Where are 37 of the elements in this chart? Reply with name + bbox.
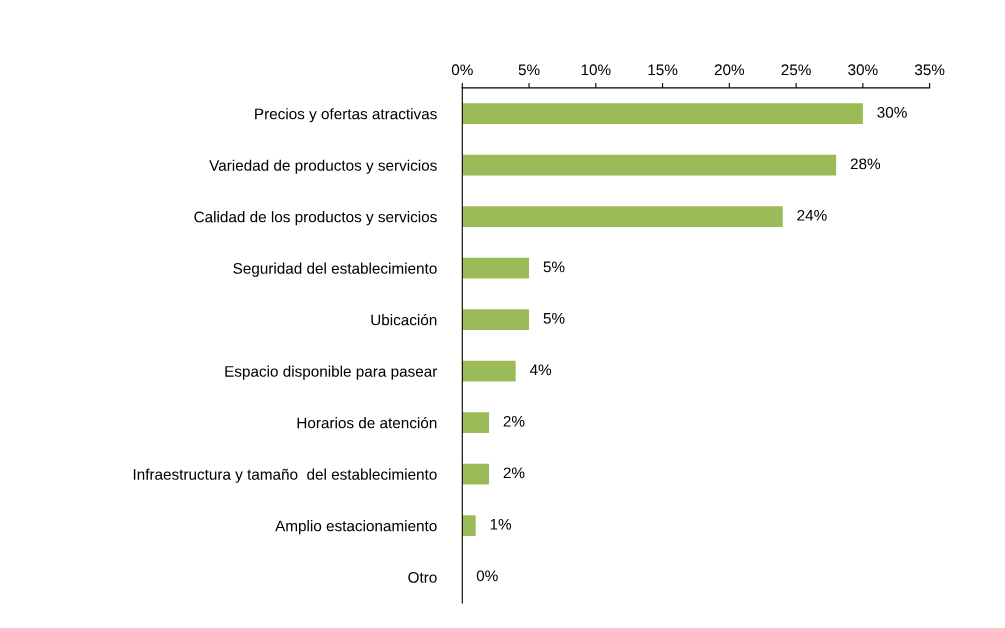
data-label: 0% xyxy=(476,570,498,582)
data-label: 5% xyxy=(543,261,565,273)
bar xyxy=(462,360,516,382)
y-tick-label: Precios y ofertas atractivas xyxy=(255,108,437,123)
bar xyxy=(462,257,530,279)
x-tick-label: 10% xyxy=(581,64,611,76)
x-tick-label: 5% xyxy=(518,64,540,76)
bar xyxy=(462,463,489,485)
y-tick-label: Seguridad del establecimiento xyxy=(233,262,437,277)
x-tick-label: 35% xyxy=(914,64,945,76)
y-tick-label: Espacio disponible para pasear xyxy=(225,365,438,380)
y-tick-label: Infraestructura y tamaño del establecimiento xyxy=(133,468,437,483)
y-tick-label: Otro xyxy=(408,572,437,583)
y-tick-label: Horarios de atención xyxy=(297,416,437,429)
data-label: 2% xyxy=(503,467,525,479)
y-tick-label: Variedad de productos y servicios xyxy=(209,159,437,174)
y-tick-label: Calidad de los productos y servicios xyxy=(194,211,437,226)
bar xyxy=(462,309,530,330)
bar xyxy=(462,515,476,536)
x-tick-label: 30% xyxy=(848,64,878,76)
bar xyxy=(462,154,837,176)
bar xyxy=(462,206,783,227)
data-label: 30% xyxy=(877,106,907,118)
bar xyxy=(462,103,863,124)
y-tick-label: Amplio estacionamiento xyxy=(275,520,437,535)
x-tick-label: 20% xyxy=(714,64,745,76)
y-tick-label: Ubicación xyxy=(371,313,437,326)
x-tick-label: 0% xyxy=(451,64,473,76)
data-label: 28% xyxy=(850,158,881,170)
data-label: 24% xyxy=(797,209,827,221)
data-label: 1% xyxy=(490,518,512,530)
data-label: 2% xyxy=(503,415,525,427)
data-label: 5% xyxy=(543,313,565,324)
x-tick-label: 15% xyxy=(648,64,678,76)
data-label: 4% xyxy=(529,364,552,376)
bar xyxy=(462,412,489,433)
x-tick-label: 25% xyxy=(781,64,811,76)
